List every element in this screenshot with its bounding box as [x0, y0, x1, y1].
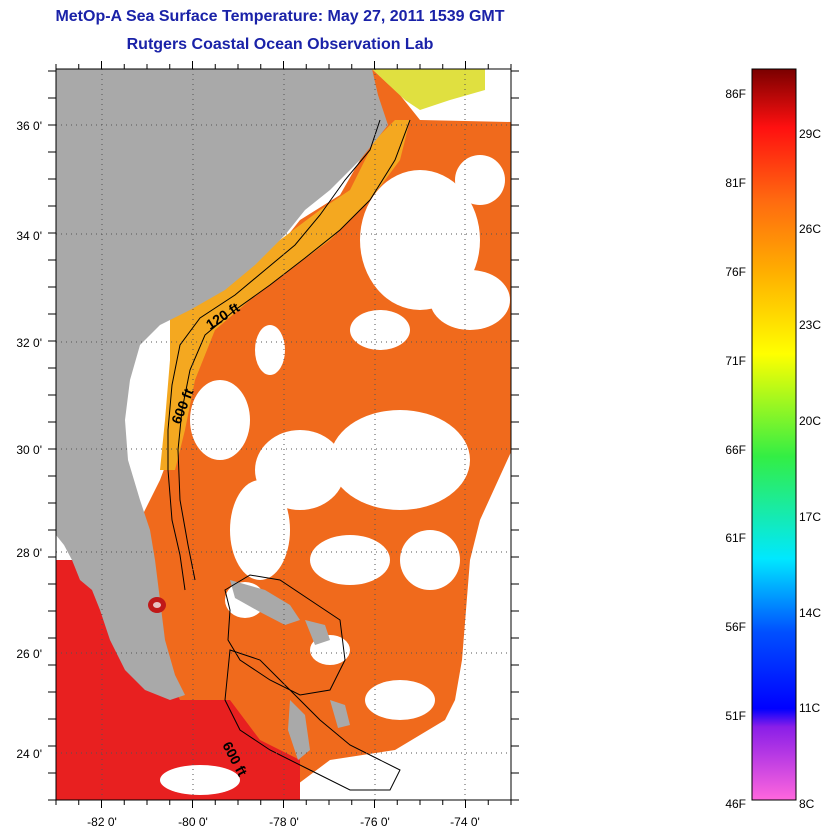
contour-600ft	[177, 119, 411, 581]
bahamas-islands	[230, 580, 350, 760]
x-tick-label: -82 0'	[87, 815, 117, 829]
fahrenheit-label: 71F	[725, 354, 746, 368]
contour-bahamas-south	[224, 649, 401, 791]
celsius-label: 20C	[799, 414, 821, 428]
celsius-label: 14C	[799, 606, 821, 620]
celsius-label: 11C	[799, 701, 820, 715]
celsius-label: 8C	[799, 797, 815, 811]
sst-map: 120 ft 600 ft 600 ft -82 0' -80 0' -78 0…	[16, 61, 519, 829]
y-tick-label: 30 0'	[16, 443, 42, 457]
fahrenheit-label: 81F	[725, 176, 746, 190]
y-tick-label: 24 0'	[16, 747, 42, 761]
celsius-label: 26C	[799, 222, 821, 236]
x-axis-labels: -82 0' -80 0' -78 0' -76 0' -74 0'	[87, 815, 480, 829]
lake-center	[153, 602, 161, 608]
colorbar: 86F 81F 76F 71F 66F 61F 56F 51F 46F 29C …	[725, 68, 821, 811]
fahrenheit-label: 46F	[725, 797, 746, 811]
celsius-label: 17C	[799, 510, 821, 524]
y-tick-label: 32 0'	[16, 336, 42, 350]
colorbar-celsius-labels: 29C 26C 23C 20C 17C 14C 11C 8C	[799, 127, 821, 811]
fahrenheit-label: 66F	[725, 443, 746, 457]
celsius-label: 29C	[799, 127, 821, 141]
map-subtitle: Rutgers Coastal Ocean Observation Lab	[126, 36, 434, 53]
fahrenheit-label: 86F	[725, 87, 746, 101]
x-tick-label: -74 0'	[450, 815, 480, 829]
land-mainland	[56, 69, 388, 700]
x-tick-label: -78 0'	[269, 815, 299, 829]
y-tick-label: 28 0'	[16, 546, 42, 560]
contour-120ft	[167, 119, 381, 591]
y-axis-labels: 36 0' 34 0' 32 0' 30 0' 28 0' 26 0' 24 0…	[16, 119, 42, 761]
colorbar-gradient	[751, 68, 797, 801]
x-tick-label: -76 0'	[360, 815, 390, 829]
fahrenheit-label: 51F	[725, 709, 746, 723]
sst-shelf-water	[160, 120, 410, 470]
y-tick-label: 34 0'	[16, 229, 42, 243]
fahrenheit-label: 61F	[725, 531, 746, 545]
sst-cool-patch	[372, 69, 485, 110]
fahrenheit-label: 76F	[725, 265, 746, 279]
contour-bahamas	[224, 574, 346, 696]
grid-lines	[56, 69, 511, 800]
map-title: MetOp-A Sea Surface Temperature: May 27,…	[55, 8, 505, 25]
axis-ticks	[48, 61, 519, 808]
colorbar-fahrenheit-labels: 86F 81F 76F 71F 66F 61F 56F 51F 46F	[725, 87, 746, 811]
y-tick-label: 36 0'	[16, 119, 42, 133]
y-tick-label: 26 0'	[16, 647, 42, 661]
x-tick-label: -80 0'	[178, 815, 208, 829]
celsius-label: 23C	[799, 318, 821, 332]
fahrenheit-label: 56F	[725, 620, 746, 634]
cloud-cover	[105, 155, 510, 795]
